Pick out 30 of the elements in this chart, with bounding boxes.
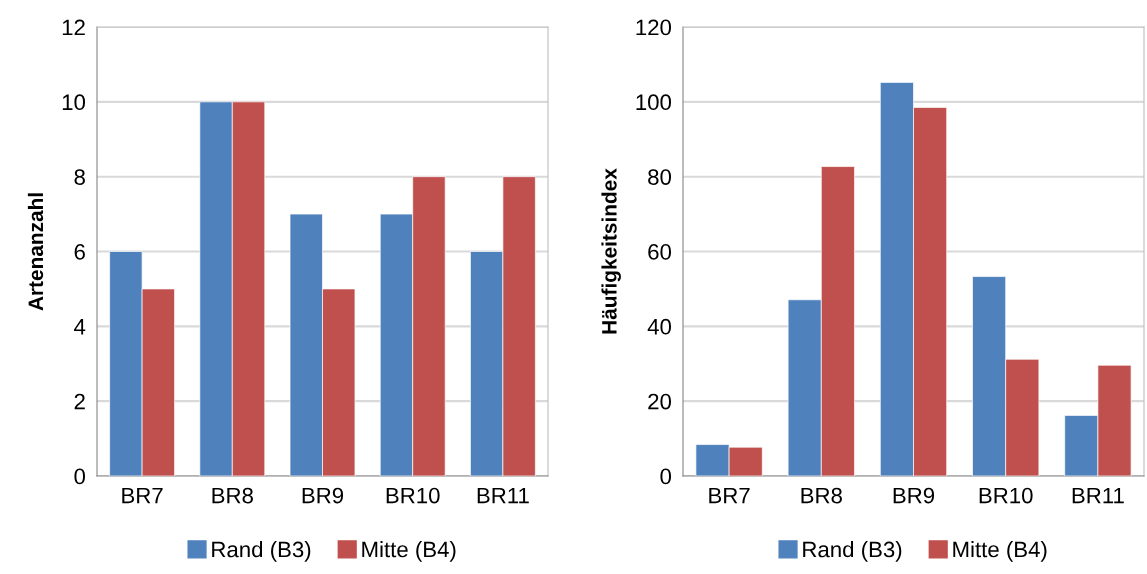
y-tick-label: 8 [74,169,85,185]
x-tick-label: BR10 [386,487,440,504]
y-tick-label: 80 [648,169,672,185]
y-tick-label: 2 [74,393,85,410]
legend-label: Mitte (B4) [362,541,456,562]
y-tick-label: 0 [660,468,672,485]
y-tick-label: 20 [648,393,672,410]
x-tick-label: BR10 [979,487,1033,504]
legend-label: Mitte (B4) [953,541,1047,562]
y-tick-label: 6 [74,244,85,260]
y-tick-label: 12 [62,19,85,36]
y-tick-label: 100 [636,94,672,111]
y-axis-title: Artenanzahl [27,193,44,311]
x-tick-label: BR8 [212,487,253,504]
x-tick-label: BR11 [1072,487,1124,504]
x-tick-label: BR7 [709,487,750,504]
y-axis-title: Häufigkeitsindex [601,168,621,334]
y-tick-label: 4 [74,319,86,335]
x-tick-label: BR9 [893,487,935,504]
y-tick-label: 0 [74,468,86,485]
x-tick-label: BR8 [801,487,842,504]
y-tick-label: 60 [648,244,672,260]
x-tick-label: BR11 [477,487,529,504]
legend-label: Rand (B3) [803,541,902,562]
y-tick-label: 120 [636,19,672,36]
y-tick-label: 40 [647,318,672,335]
legend-label: Rand (B3) [212,541,311,562]
x-tick-label: BR7 [122,487,163,504]
x-tick-label: BR9 [302,487,344,504]
y-tick-label: 10 [62,94,86,111]
